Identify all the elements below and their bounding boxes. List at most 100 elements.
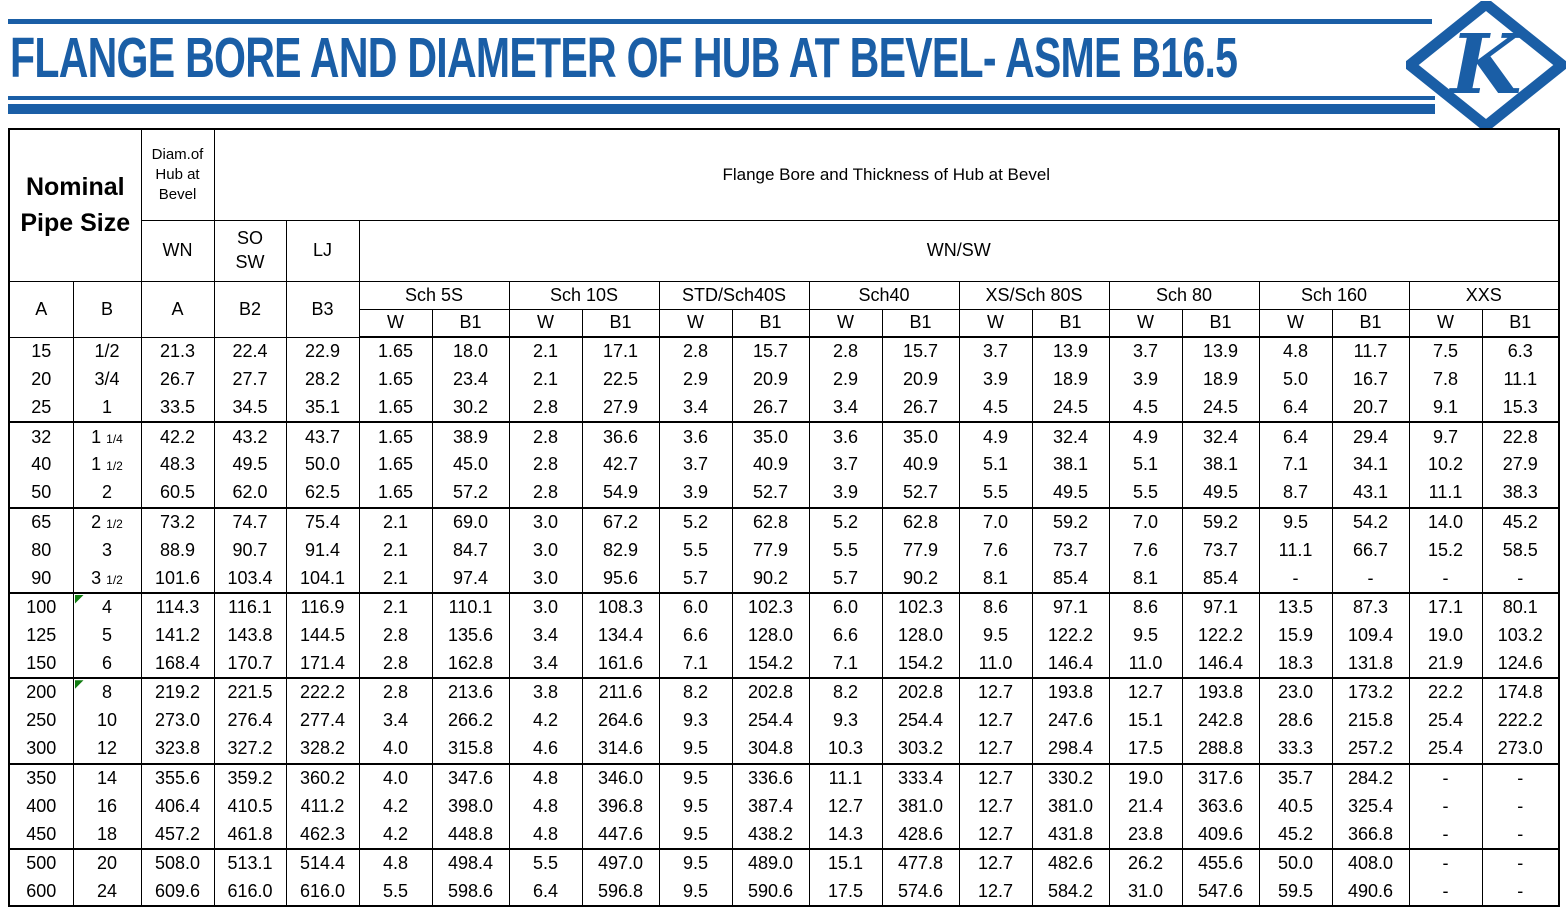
cell-value: 477.8 (881, 847, 960, 878)
cell-value: 202.8 (731, 677, 810, 707)
cell-value: 12.7 (958, 677, 1033, 707)
cell-value: 161.6 (581, 649, 660, 679)
cell-a: 65 (8, 506, 74, 537)
cell-value: 124.6 (1481, 649, 1560, 679)
cell-lj-b3: 411.2 (285, 792, 360, 821)
cell-value: 15.1 (1108, 706, 1183, 736)
cell-value: 9.5 (658, 735, 733, 764)
cell-wn-a: 48.3 (140, 450, 215, 480)
cell-value: 3.0 (508, 591, 583, 622)
cell-value: 7.0 (1108, 506, 1183, 537)
cell-value: 211.6 (581, 677, 660, 707)
cell-value: 20.9 (881, 365, 960, 394)
cell-value: 304.8 (731, 735, 810, 764)
header-w: W (658, 308, 733, 338)
cell-so-b2: 27.7 (213, 365, 287, 394)
cell-a: 32 (8, 421, 74, 451)
cell-value: - (1481, 792, 1560, 821)
header-w: W (1408, 308, 1483, 338)
cell-value: 3.4 (658, 393, 733, 423)
table-row: 25 1 33.5 34.5 35.1 1.65 30.2 2.8 27.9 3.4 26.7 3.4… (8, 393, 1560, 423)
header-w: W (1258, 308, 1333, 338)
cell-value: 97.4 (431, 564, 510, 593)
cell-value: 490.6 (1331, 877, 1410, 906)
cell-wn-a: 114.3 (140, 591, 215, 622)
cell-value: 284.2 (1331, 762, 1410, 792)
cell-value: 58.5 (1481, 536, 1560, 565)
cell-value: 154.2 (881, 649, 960, 679)
cell-value: 26.7 (881, 393, 960, 423)
cell-value: 266.2 (431, 706, 510, 736)
cell-value: 315.8 (431, 735, 510, 764)
cell-wn-a: 355.6 (140, 762, 215, 792)
cell-b: 3 1/2 (72, 564, 142, 593)
cell-value: 3.0 (508, 506, 583, 537)
cell-value: 4.8 (358, 847, 433, 878)
cell-lj-b3: 462.3 (285, 820, 360, 849)
cell-value: 15.1 (808, 847, 883, 878)
cell-wn-a: 73.2 (140, 506, 215, 537)
cell-b: 12 (72, 735, 142, 764)
cell-value: 8.2 (658, 677, 733, 707)
cell-value: 2.1 (358, 564, 433, 593)
cell-lj-b3: 222.2 (285, 677, 360, 707)
header-w: W (358, 308, 433, 338)
cell-value: 102.3 (731, 591, 810, 622)
cell-value: 298.4 (1031, 735, 1110, 764)
cell-value: - (1408, 820, 1483, 849)
cell-a: 40 (8, 450, 74, 480)
cell-value: 448.8 (431, 820, 510, 849)
cell-value: 222.2 (1481, 706, 1560, 736)
cell-value: 35.0 (731, 421, 810, 451)
cell-a: 450 (8, 820, 74, 849)
table-row: 600 24 609.6 616.0 616.0 5.5 598.6 6.4 596.8 9.5 5… (8, 877, 1560, 906)
cell-value: 128.0 (881, 621, 960, 650)
cell-value: 257.2 (1331, 735, 1410, 764)
cell-value: 5.2 (808, 506, 883, 537)
cell-value: 2.9 (658, 365, 733, 394)
cell-value: - (1481, 820, 1560, 849)
cell-value: - (1481, 877, 1560, 906)
table-row: 250 10 273.0 276.4 277.4 3.4 266.2 4.2 264.6 9.3 2… (8, 706, 1560, 736)
cell-value: - (1408, 847, 1483, 878)
header-w: W (508, 308, 583, 338)
cell-value: 247.6 (1031, 706, 1110, 736)
table-row: 450 18 457.2 461.8 462.3 4.2 448.8 4.8 447.6 9.5 4… (8, 820, 1560, 849)
cell-value: - (1481, 762, 1560, 792)
cell-value: 25.4 (1408, 706, 1483, 736)
cell-value: 9.5 (658, 877, 733, 906)
cell-value: 4.6 (508, 735, 583, 764)
cell-value: 18.9 (1031, 365, 1110, 394)
header-sch-10s: Sch 10S (508, 280, 660, 310)
cell-note-marker-icon (74, 594, 84, 604)
cell-value: 4.9 (958, 421, 1033, 451)
cell-a: 600 (8, 877, 74, 906)
cell-value: 4.8 (1258, 337, 1333, 366)
cell-value: 7.1 (808, 649, 883, 679)
cell-value: 381.0 (881, 792, 960, 821)
cell-value: 409.6 (1181, 820, 1260, 849)
cell-value: 162.8 (431, 649, 510, 679)
header-sch160: Sch 160 (1258, 280, 1410, 310)
cell-value: 584.2 (1031, 877, 1110, 906)
table-row: 90 3 1/2 101.6 103.4 104.1 2.1 97.4 3.0 95.6 5.7 9… (8, 564, 1560, 593)
cell-value: 215.8 (1331, 706, 1410, 736)
cell-b: 18 (72, 820, 142, 849)
cell-value: 95.6 (581, 564, 660, 593)
cell-b: 8 (72, 677, 142, 707)
cell-value: 336.6 (731, 762, 810, 792)
cell-value: 23.8 (1108, 820, 1183, 849)
cell-value: 42.7 (581, 450, 660, 480)
cell-b: 16 (72, 792, 142, 821)
cell-value: 54.9 (581, 479, 660, 508)
cell-lj-b3: 277.4 (285, 706, 360, 736)
cell-lj-b3: 171.4 (285, 649, 360, 679)
cell-b: 1 (72, 393, 142, 423)
cell-value: 67.2 (581, 506, 660, 537)
cell-value: 19.0 (1408, 621, 1483, 650)
cell-value: 9.5 (658, 762, 733, 792)
cell-value: 3.4 (508, 621, 583, 650)
header-xxs: XXS (1408, 280, 1560, 310)
cell-value: 15.9 (1258, 621, 1333, 650)
cell-b: 1 1/2 (72, 450, 142, 480)
